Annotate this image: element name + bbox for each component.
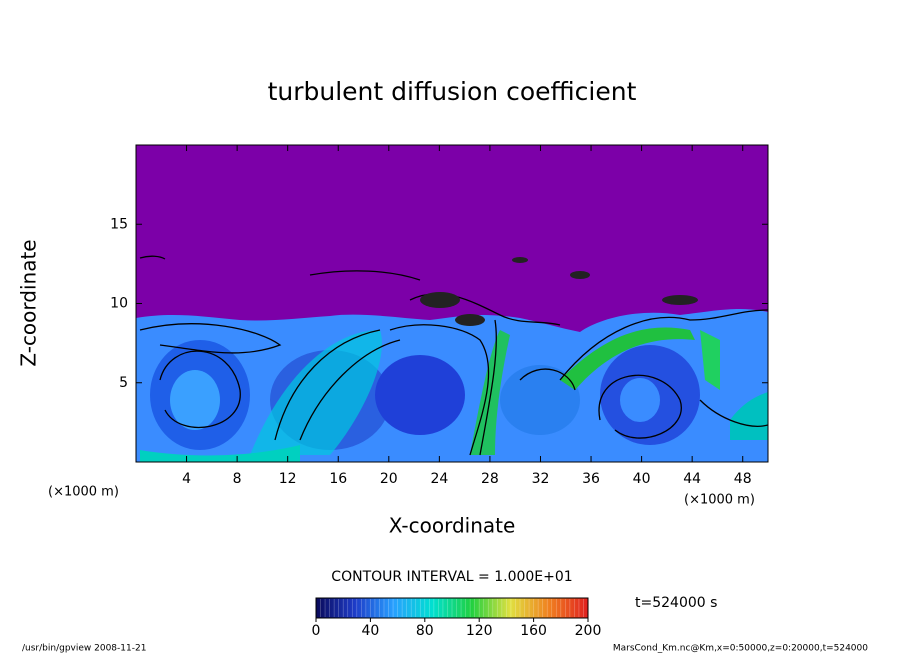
y-tick-label: 15 — [110, 216, 128, 232]
x-axis-label: X-coordinate — [389, 514, 516, 538]
colorbar-tick-label: 160 — [520, 623, 547, 639]
time-label: t=524000 s — [635, 595, 717, 611]
contour-field — [136, 145, 768, 462]
colorbar-tick-label: 80 — [416, 623, 434, 639]
x-tick-label: 4 — [182, 471, 191, 487]
colorbar-tick-label: 200 — [575, 623, 602, 639]
x-tick-label: 40 — [633, 471, 651, 487]
colorbar-tick-label: 40 — [361, 623, 379, 639]
x-tick-label: 32 — [532, 471, 550, 487]
x-unit: (×1000 m) — [48, 485, 119, 500]
footer-left: /usr/bin/gpview 2008-11-21 — [22, 644, 146, 654]
y-tick-label: 5 — [119, 375, 128, 391]
colorbar-tick-label: 0 — [312, 623, 321, 639]
x-tick-label: 8 — [233, 471, 242, 487]
x-tick-label: 36 — [582, 471, 600, 487]
x-tick-label: 12 — [279, 471, 297, 487]
colorbar — [315, 597, 589, 619]
x-tick-label: 48 — [734, 471, 752, 487]
contour-interval: CONTOUR INTERVAL = 1.000E+01 — [331, 569, 572, 585]
x-tick-label: 28 — [481, 471, 499, 487]
x-tick-label: 24 — [430, 471, 448, 487]
colorbar-tick-label: 120 — [466, 623, 493, 639]
x-tick-label: 20 — [380, 471, 398, 487]
x-tick-label: 16 — [329, 471, 347, 487]
chart-title: turbulent diffusion coefficient — [268, 77, 637, 106]
y-axis-label: Z-coordinate — [17, 239, 41, 366]
y-tick-label: 10 — [110, 296, 128, 312]
footer-right: MarsCond_Km.nc@Km,x=0:50000,z=0:20000,t=… — [613, 644, 868, 654]
x-tick-label: 44 — [683, 471, 701, 487]
x-unit: (×1000 m) — [684, 493, 755, 508]
